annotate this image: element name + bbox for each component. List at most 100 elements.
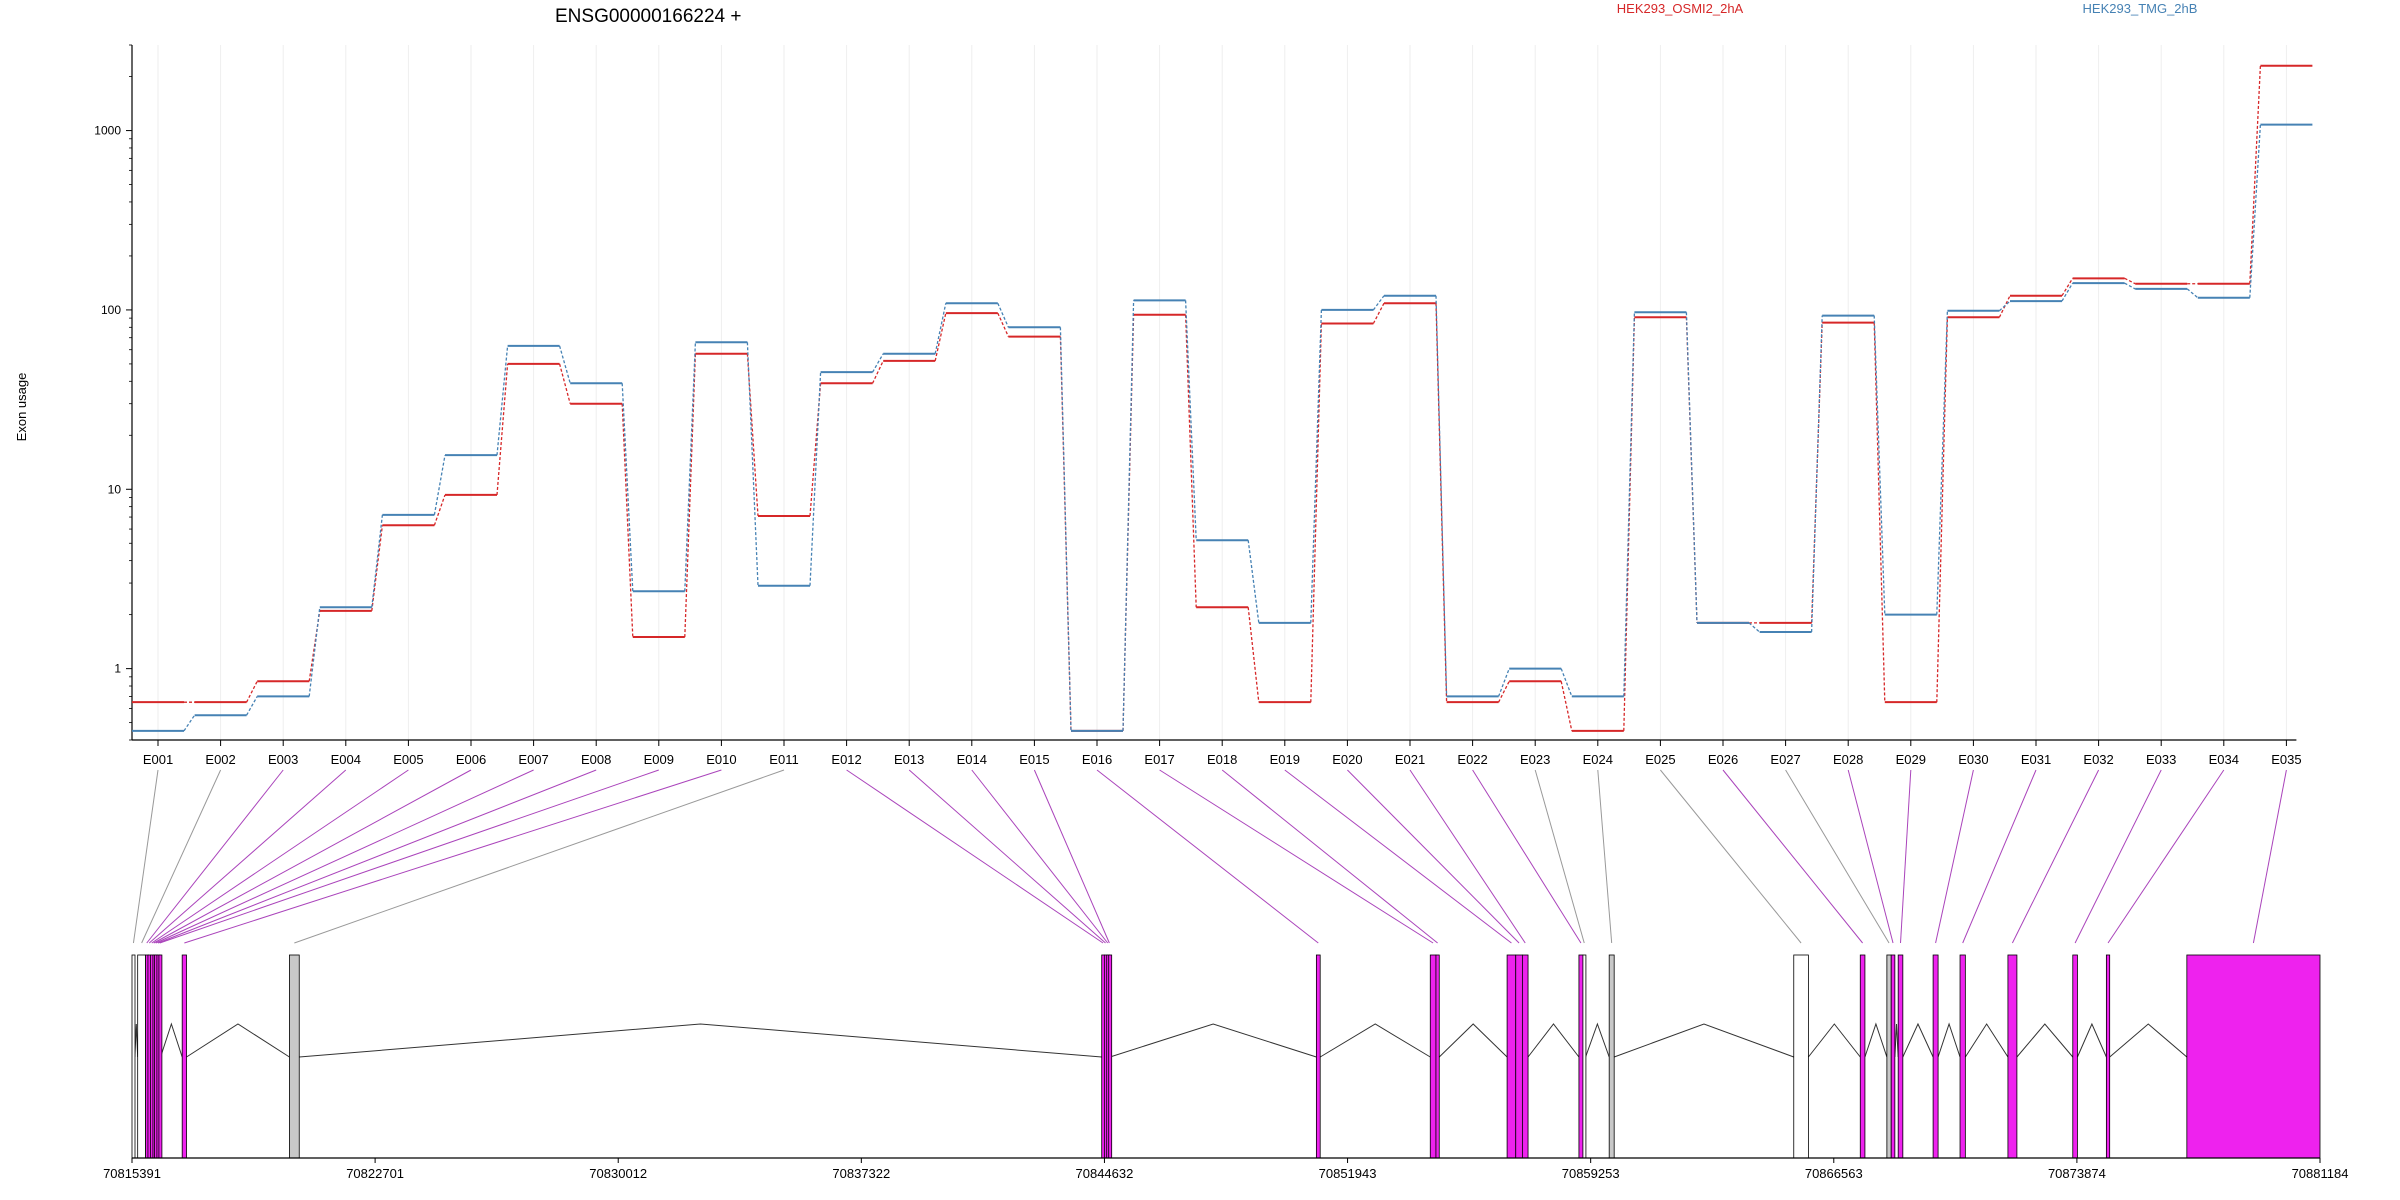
x-tick-label-E002: E002 [205, 752, 235, 767]
exon-box-E018 [1435, 954, 1440, 1159]
x-tick-label-E032: E032 [2083, 752, 2113, 767]
exon-link-lines [132, 769, 2287, 944]
series-b-connector [1623, 312, 1636, 697]
exon-link-E005 [151, 769, 409, 944]
y-tick-label-10: 10 [108, 482, 122, 496]
series-a-connector [558, 363, 571, 404]
exon-link-E001 [132, 769, 159, 944]
series-b-connector [1247, 540, 1260, 623]
series-b-connector [1059, 327, 1072, 731]
series-b-connector [1560, 668, 1573, 697]
coordinate-tick-label: 70873874 [2048, 1166, 2106, 1181]
exon-link-E004 [148, 769, 347, 944]
exon-link-E030 [1935, 769, 1974, 944]
series-a-connector [371, 525, 384, 611]
intron-line [1614, 1023, 1794, 1058]
intron-line [1902, 1022, 1934, 1058]
series-b-connector [1435, 295, 1448, 697]
exon-link-E006 [153, 769, 472, 944]
series-b-connector [496, 345, 509, 456]
series-a-connector [1810, 322, 1823, 623]
intron-line [1964, 1023, 2009, 1058]
series-a-connector [1560, 681, 1573, 731]
coordinate-tick-label: 70815391 [103, 1166, 161, 1181]
exon-link-E033 [2074, 769, 2162, 944]
intron-line [160, 1022, 183, 1058]
exon-box-E019 [1506, 954, 1517, 1159]
series-b-connector [1998, 300, 2011, 312]
series-b-connector [558, 345, 571, 384]
legend-entry-series-a: HEK293_OSMI2_2hA [1617, 1, 1744, 16]
y-tick-label-1000: 1000 [94, 124, 121, 138]
series-a-connector [308, 610, 321, 682]
x-tick-label-E023: E023 [1520, 752, 1550, 767]
series-a-connector [1873, 322, 1886, 703]
exon-box-E035 [2186, 954, 2321, 1159]
series-a-connector [246, 680, 258, 703]
coordinate-tick-label: 70866563 [1805, 1166, 1863, 1181]
exon-link-E003 [146, 769, 284, 944]
exon-link-E002 [141, 769, 222, 944]
exon-link-E016 [1096, 769, 1319, 944]
exon-link-E010 [184, 769, 722, 944]
exon-box-E017 [1429, 954, 1437, 1159]
exon-box-E009 [158, 954, 163, 1159]
series-b-connector [809, 372, 822, 586]
x-tick-label-E015: E015 [1019, 752, 1049, 767]
exon-box-E033 [2072, 954, 2078, 1159]
x-tick-label-E001: E001 [143, 752, 173, 767]
x-tick-label-E010: E010 [706, 752, 736, 767]
series-b-connector [1310, 309, 1323, 623]
series-a-connector [1372, 302, 1385, 324]
x-tick-label-E031: E031 [2021, 752, 2051, 767]
coordinate-tick-label: 70837322 [832, 1166, 890, 1181]
coordinate-tick-label: 70859253 [1562, 1166, 1620, 1181]
intron-line [1319, 1023, 1431, 1058]
exon-link-E034 [2107, 769, 2225, 944]
series-a-connector [872, 360, 884, 384]
exon-link-E007 [155, 769, 534, 944]
series-b-connector [308, 607, 321, 697]
chart-title: ENSG00000166224 + [555, 6, 741, 27]
x-tick-label-E013: E013 [894, 752, 924, 767]
exon-link-E009 [159, 769, 659, 944]
y-tick-label-1: 1 [114, 662, 121, 676]
exon-link-E031 [1962, 769, 2037, 944]
x-tick-label-E016: E016 [1082, 752, 1112, 767]
exon-box-E027 [1886, 954, 1892, 1159]
series-lines [132, 64, 2313, 732]
intron-line [2109, 1023, 2188, 1058]
gene-model [131, 954, 2321, 1159]
exon-link-E015 [1033, 769, 1110, 944]
x-tick-label-E028: E028 [1833, 752, 1863, 767]
exon-link-E021 [1409, 769, 1526, 944]
x-tick-label-E024: E024 [1583, 752, 1613, 767]
series-a-connector [746, 353, 759, 516]
exon-box-E021 [1521, 954, 1529, 1159]
series-b-connector [2124, 282, 2136, 290]
series-b-connector [1936, 310, 1949, 615]
y-tick-label-100: 100 [101, 303, 121, 317]
exon-box-E034 [2105, 954, 2111, 1159]
series-a-connector [621, 403, 634, 638]
series-a-connector [1310, 323, 1323, 703]
x-tick-label-E012: E012 [831, 752, 861, 767]
series-b-connector [997, 302, 1009, 328]
coordinate-tick-label: 70830012 [589, 1166, 647, 1181]
exon-link-E017 [1159, 769, 1434, 944]
exon-box-E015 [1108, 954, 1113, 1159]
series-b-connector [746, 342, 759, 586]
exon-link-E027 [1785, 769, 1890, 944]
series-b-connector [1685, 312, 1698, 623]
x-tick-label-E018: E018 [1207, 752, 1237, 767]
series-a-connector [2249, 65, 2262, 284]
exon-link-E024 [1597, 769, 1613, 944]
intron-line [1894, 1023, 1899, 1058]
series-a-connector [433, 494, 446, 526]
intron-line [1527, 1023, 1580, 1058]
x-tick-label-E004: E004 [331, 752, 361, 767]
series-a-connector [997, 312, 1009, 337]
exon-link-E019 [1284, 769, 1512, 944]
x-tick-label-E033: E033 [2146, 752, 2176, 767]
intron-line [1807, 1023, 1861, 1058]
